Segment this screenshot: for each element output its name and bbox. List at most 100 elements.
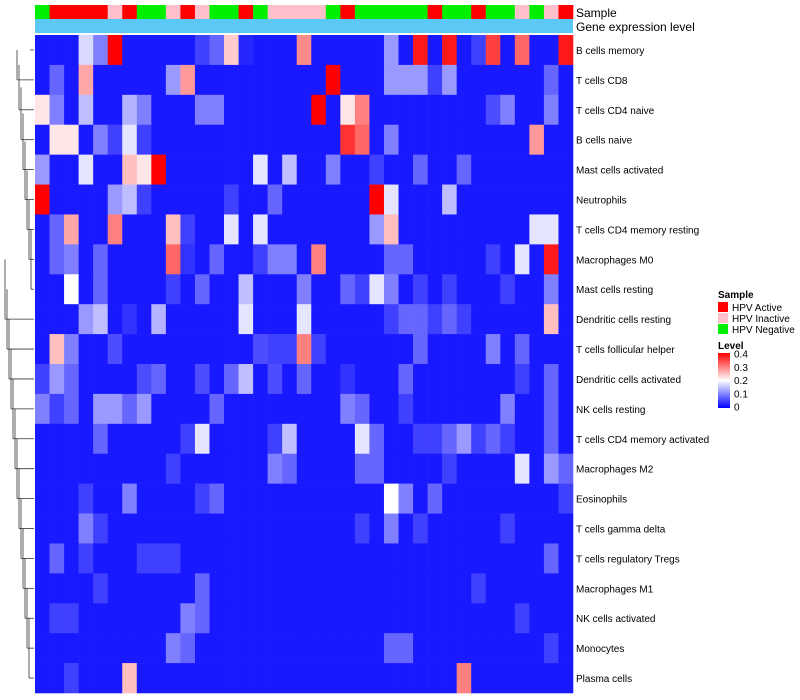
heatmap-cell [180, 393, 196, 425]
heatmap-cell [165, 393, 181, 425]
heatmap-cell [49, 35, 65, 66]
heatmap-cell [311, 364, 327, 395]
heatmap-cell [558, 633, 574, 664]
heatmap-cell [529, 573, 545, 604]
heatmap-cell [224, 244, 239, 275]
heatmap-cell [253, 453, 268, 484]
heatmap-cell [543, 543, 559, 574]
heatmap-cell [369, 184, 385, 215]
heatmap-cell [471, 184, 487, 215]
heatmap-cell [383, 663, 399, 694]
heatmap-cell [107, 304, 123, 335]
sample-annotation-cell [442, 5, 457, 19]
heatmap-cell [49, 304, 65, 335]
heatmap-cell [93, 513, 109, 544]
heatmap-cell [413, 244, 428, 275]
heatmap-cell [253, 94, 268, 126]
heatmap-cell [514, 633, 530, 664]
heatmap-cell [282, 94, 298, 126]
heatmap-cell [383, 423, 399, 455]
row-label: Macrophages M1 [576, 584, 654, 595]
heatmap-cell [456, 304, 472, 335]
heatmap-cell [64, 274, 79, 305]
heatmap-cell [427, 94, 443, 126]
heatmap-cell [35, 543, 50, 574]
heatmap-cell [398, 663, 414, 694]
heatmap-cell [471, 124, 487, 155]
heatmap-cell [558, 184, 574, 215]
heatmap-cell [500, 214, 516, 245]
heatmap-cell [369, 543, 385, 574]
heatmap-cell [398, 633, 414, 664]
heatmap-cell [442, 244, 457, 275]
heatmap-cell [369, 633, 385, 664]
heatmap-cell [209, 453, 225, 484]
heatmap-cell [165, 334, 181, 365]
heatmap-cell [49, 603, 65, 634]
heatmap-cell [383, 483, 399, 514]
heatmap-cell [354, 453, 370, 484]
heatmap-cell [180, 304, 196, 335]
heatmap-cell [136, 304, 152, 335]
heatmap-cell [267, 334, 283, 365]
heatmap-cell [442, 334, 457, 365]
heatmap-cell [180, 453, 196, 484]
heatmap-cell [529, 274, 545, 305]
heatmap-cell [354, 244, 370, 275]
heatmap-cell [151, 393, 167, 425]
heatmap-cell [514, 124, 530, 155]
heatmap-cell [107, 35, 123, 66]
heatmap-cell [485, 154, 501, 185]
heatmap-cell [558, 124, 574, 155]
heatmap-cell [122, 513, 138, 544]
row-label: T cells follicular helper [576, 345, 675, 356]
heatmap-cell [136, 393, 152, 425]
heatmap-cell [267, 453, 283, 484]
heatmap-cell [529, 513, 545, 544]
heatmap-cell [514, 364, 530, 395]
heatmap-cell [543, 364, 559, 395]
heatmap-cell [253, 304, 268, 335]
heatmap-cell [49, 513, 65, 544]
heatmap-cell [514, 543, 530, 574]
heatmap-cell [543, 214, 559, 245]
heatmap-cell [253, 154, 268, 185]
heatmap-cell [136, 603, 152, 634]
heatmap-cell [398, 304, 414, 335]
heatmap-cell [267, 603, 283, 634]
heatmap-cell [398, 154, 414, 185]
heatmap-cell [122, 304, 138, 335]
sample-legend-swatch [718, 324, 728, 334]
sample-annotation-cell [267, 5, 283, 19]
heatmap-cell [151, 633, 167, 664]
heatmap-cell [369, 453, 385, 484]
heatmap-cell [543, 64, 559, 96]
heatmap-cell [238, 124, 254, 155]
heatmap-cell [35, 513, 50, 544]
heatmap-cell [514, 64, 530, 96]
heatmap-cell [456, 35, 472, 66]
heatmap-cell [543, 244, 559, 275]
heatmap-cell [427, 244, 443, 275]
heatmap-cell [136, 244, 152, 275]
heatmap-cell [529, 633, 545, 664]
heatmap-cell [311, 334, 327, 365]
heatmap-cell [238, 244, 254, 275]
heatmap-cell [369, 154, 385, 185]
heatmap-cell [64, 453, 79, 484]
heatmap-cell [340, 663, 356, 694]
heatmap-cell [35, 573, 50, 604]
heatmap-cell [514, 663, 530, 694]
heatmap-cell [122, 364, 138, 395]
heatmap-cell [442, 304, 457, 335]
heatmap-cell [558, 364, 574, 395]
heatmap-cell [471, 94, 487, 126]
heatmap-cell [442, 513, 457, 544]
heatmap-cell [194, 423, 210, 455]
heatmap-cell [282, 603, 298, 634]
heatmap-cell [471, 244, 487, 275]
heatmap-cell [325, 573, 341, 604]
heatmap-cell [78, 64, 94, 96]
heatmap-cell [238, 633, 254, 664]
heatmap-cell [209, 64, 225, 96]
